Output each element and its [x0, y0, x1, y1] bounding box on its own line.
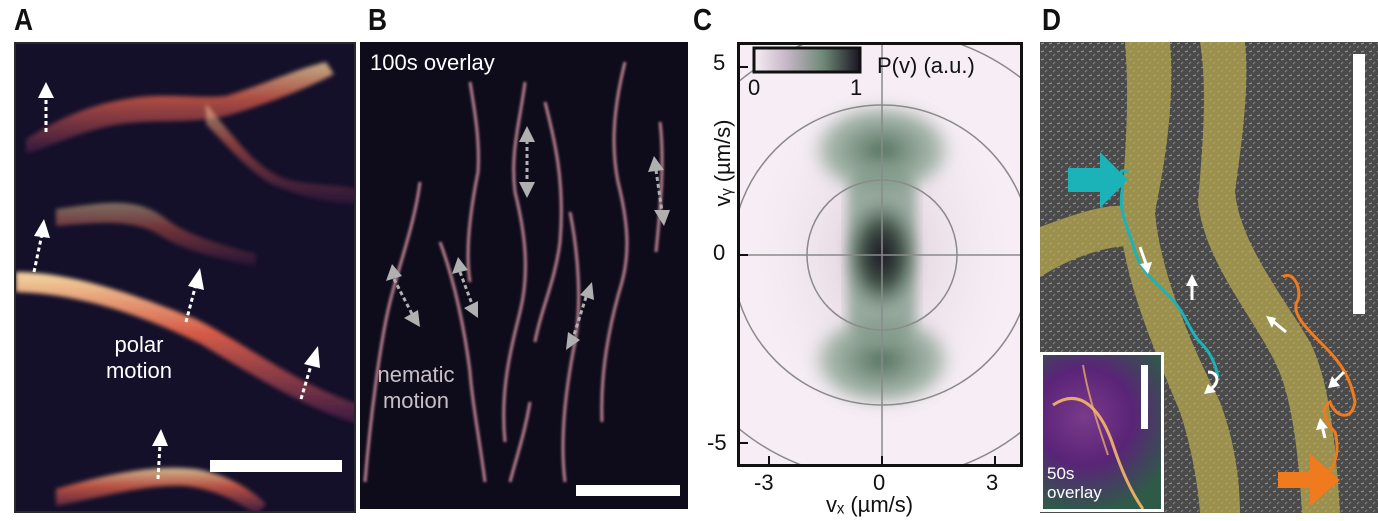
cyan-trace: [1119, 169, 1220, 378]
colorbar-min-label: 0: [748, 75, 761, 100]
front-band-3: [56, 202, 256, 266]
y-axis-label: vᵧ (µm/s): [710, 119, 735, 207]
scale-bar-inset: [1141, 365, 1148, 429]
inset-overlay-label: 50s overlay: [1047, 464, 1102, 502]
colorbar-title: P(v) (a.u.): [877, 53, 975, 78]
y-tick-5: 5: [713, 50, 726, 75]
colorbar-max-label: 1: [850, 75, 863, 100]
front-band-2: [206, 104, 354, 204]
panel-b-graphics: [363, 61, 680, 496]
panel-a-graphics: [16, 62, 354, 511]
nematic-label-line2: motion: [382, 388, 450, 414]
panel-a-image: polar motion: [14, 42, 356, 513]
colorbar: [752, 46, 862, 74]
y-tick-neg5: -5: [707, 430, 727, 455]
front-band-5: [56, 467, 266, 511]
filament-traces: [363, 61, 664, 483]
scale-bar-a: [210, 460, 342, 472]
polar-label-line2: motion: [105, 358, 173, 384]
nematic-label-line1: nematic: [377, 362, 455, 387]
polar-label-line1: polar: [114, 332, 164, 357]
nematic-motion-label: nematic motion: [366, 362, 466, 415]
panel-letter-b: B: [368, 2, 388, 37]
scale-bar-d: [1353, 54, 1365, 314]
panel-letter-c: C: [693, 2, 713, 37]
front-band-1: [26, 62, 334, 154]
inset-label-line2: overlay: [1047, 482, 1102, 502]
track-bands: [1040, 42, 1340, 513]
polar-arrows: [32, 82, 320, 480]
overlay-label-b: 100s overlay: [370, 50, 495, 75]
scale-bar-b: [576, 485, 680, 496]
cyan-pointer-arrow: [1068, 152, 1128, 208]
direction-arrows: [1138, 246, 1346, 439]
x-axis-label: vₓ (µm/s): [826, 492, 914, 517]
x-tick-0: 0: [873, 470, 886, 495]
panel-letter-a: A: [14, 2, 34, 37]
inset-graphics: [1052, 364, 1148, 509]
nematic-arrows: [386, 126, 670, 350]
panel-b-image: 100s overlay nematic motion: [360, 42, 688, 509]
orange-trace: [1282, 273, 1357, 473]
inset-label-line1: 50s: [1047, 464, 1075, 483]
x-tick-neg3: -3: [754, 470, 774, 495]
reference-circles: [740, 45, 1020, 464]
orange-pointer-arrow: [1278, 454, 1340, 506]
panel-c-plot: 0 1 P(v) (a.u.): [737, 42, 1023, 467]
y-tick-0: 0: [713, 240, 726, 265]
front-band-4: [16, 272, 354, 423]
panel-d-image: 50s overlay: [1040, 42, 1378, 513]
x-tick-3: 3: [986, 470, 999, 495]
panel-d-graphics: [1040, 42, 1378, 513]
panel-letter-d: D: [1042, 2, 1062, 37]
axis-ticks: [740, 66, 996, 464]
panel-c-graphics: [740, 45, 1020, 464]
inset-image: 50s overlay: [1040, 352, 1164, 512]
polar-motion-label: polar motion: [84, 332, 194, 385]
